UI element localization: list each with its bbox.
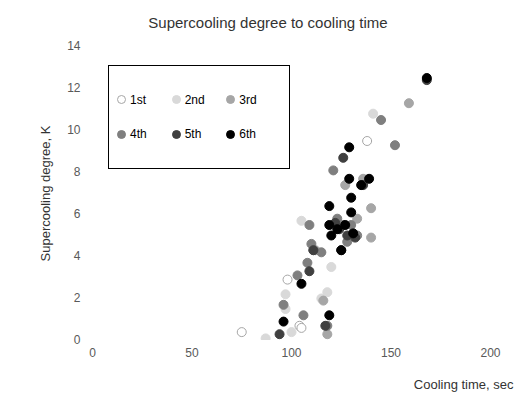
svg-text:2: 2	[74, 291, 81, 305]
svg-text:14: 14	[67, 39, 81, 53]
svg-text:0: 0	[74, 333, 81, 347]
svg-text:6: 6	[74, 207, 81, 221]
svg-text:10: 10	[67, 123, 81, 137]
svg-text:0: 0	[89, 346, 96, 360]
html-text:1st: 1st	[130, 92, 146, 107]
svg-text:100: 100	[281, 346, 301, 360]
html-text:2nd: 2nd	[184, 92, 205, 107]
html-text:4th: 4th	[130, 127, 147, 142]
html-text:Supercooling degree to cooling: Supercooling degree to cooling time	[148, 14, 388, 31]
svg-text:4: 4	[74, 249, 81, 263]
html-text:5th: 5th	[184, 127, 202, 142]
svg-text:Supercooling degree, K: Supercooling degree, K	[38, 125, 53, 261]
html-text:3rd: 3rd	[239, 92, 257, 107]
html-text:6th: 6th	[239, 127, 256, 142]
svg-text:Cooling time, sec: Cooling time, sec	[414, 377, 514, 392]
svg-text:12: 12	[67, 81, 81, 95]
svg-text:8: 8	[74, 165, 81, 179]
svg-text:200: 200	[480, 346, 500, 360]
svg-text:50: 50	[185, 346, 199, 360]
svg-text:150: 150	[381, 346, 401, 360]
